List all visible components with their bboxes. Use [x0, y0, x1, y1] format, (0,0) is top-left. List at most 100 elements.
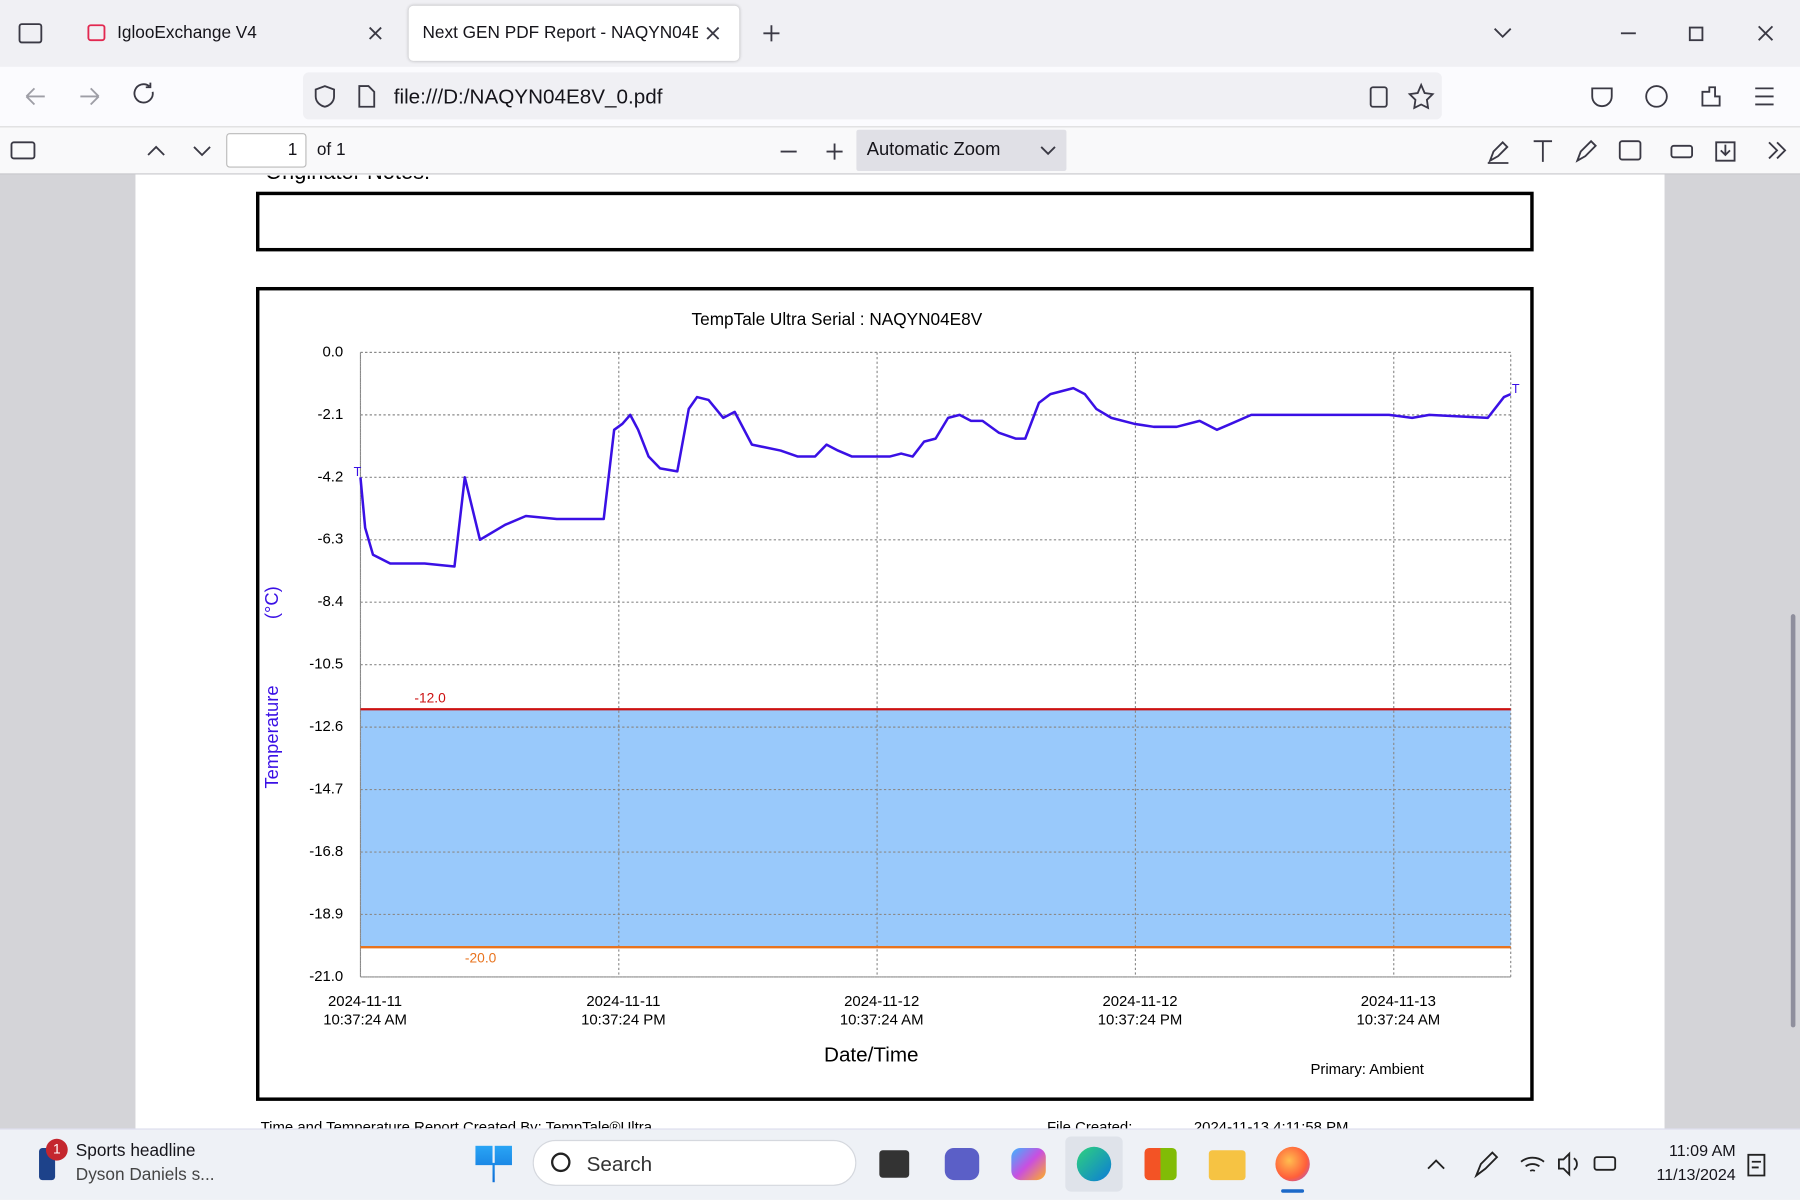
battery-icon[interactable]: [1593, 1156, 1617, 1171]
tab-overflow[interactable]: [1493, 28, 1512, 39]
threshold-band: [360, 709, 1511, 948]
save[interactable]: [1715, 141, 1736, 162]
tab-favicon: [87, 24, 106, 42]
tray-overflow[interactable]: [1427, 1159, 1445, 1170]
extensions[interactable]: [1701, 86, 1721, 107]
x-axis-label: Date/Time: [824, 1044, 919, 1067]
notes-box: [255, 191, 1534, 252]
tab-close[interactable]: [706, 26, 720, 40]
volume-icon[interactable]: [1558, 1151, 1578, 1177]
zoom-in[interactable]: [826, 143, 843, 160]
news-text[interactable]: Dyson Daniels s...: [75, 1165, 215, 1185]
news-badge: 1: [45, 1138, 68, 1161]
bookmark-star[interactable]: [1407, 82, 1435, 110]
tab-title[interactable]: IglooExchange V4: [117, 22, 257, 43]
account[interactable]: [1645, 85, 1668, 108]
zoom-label[interactable]: Automatic Zoom: [866, 140, 1001, 160]
x-tick-label: 2024-11-12 10:37:24 PM: [1098, 993, 1183, 1028]
chart-box: [255, 286, 1534, 1101]
clock-date[interactable]: 11/13/2024: [1656, 1165, 1736, 1184]
print[interactable]: [1670, 144, 1694, 159]
wifi-icon[interactable]: [1520, 1156, 1545, 1172]
y-tick-label: -16.8: [309, 843, 343, 860]
app-icon[interactable]: [1144, 1147, 1177, 1181]
url-text[interactable]: file:///D:/NAQYN04E8V_0.pdf: [393, 84, 663, 108]
x-tick-label: 2024-11-12 10:37:24 AM: [840, 993, 924, 1028]
highlight-tool[interactable]: [1487, 141, 1509, 164]
prev-page[interactable]: [147, 145, 165, 156]
page-number[interactable]: 1: [287, 140, 298, 160]
shield-icon[interactable]: [314, 85, 335, 108]
app-icon[interactable]: [1275, 1146, 1310, 1182]
app-indicator: [1281, 1189, 1305, 1193]
app-icon[interactable]: [1076, 1146, 1112, 1182]
page-icon: [358, 85, 376, 108]
temperature-line: [359, 386, 1512, 568]
x-tick-label: 2024-11-13 10:37:24 AM: [1356, 993, 1440, 1028]
search-box[interactable]: [532, 1139, 857, 1186]
y-tick-label: -4.2: [318, 468, 344, 485]
threshold-label: -20.0: [465, 950, 497, 965]
reader-view[interactable]: [1369, 86, 1388, 108]
search-icon: [551, 1152, 571, 1173]
app-icon[interactable]: [1011, 1147, 1046, 1181]
end-marker: T: [1512, 382, 1520, 396]
y-tick-label: -2.1: [318, 406, 344, 423]
app-icon[interactable]: [879, 1150, 910, 1178]
tab-close[interactable]: [368, 26, 382, 40]
news-title[interactable]: Sports headline: [75, 1141, 196, 1161]
active-tab[interactable]: [408, 5, 740, 61]
x-tick-label: 2024-11-11 10:37:24 AM: [323, 993, 407, 1028]
y-tick-label: -10.5: [309, 656, 343, 673]
app-icon[interactable]: [1208, 1150, 1246, 1181]
start-marker: T: [354, 465, 362, 479]
notifications[interactable]: [1747, 1153, 1766, 1177]
y-tick-label: -14.7: [309, 781, 343, 798]
y-tick-label: 0.0: [323, 343, 344, 360]
text-tool[interactable]: [1533, 140, 1553, 162]
zoom-chevron[interactable]: [1040, 146, 1056, 156]
pen-icon[interactable]: [1474, 1151, 1499, 1179]
taskbar: [0, 1128, 1800, 1200]
tab-list-icon[interactable]: [18, 23, 43, 44]
reload[interactable]: [133, 82, 154, 104]
y-tick-label: -18.9: [309, 905, 343, 922]
url-field[interactable]: [303, 72, 1442, 120]
restore[interactable]: [1688, 26, 1704, 42]
image-tool[interactable]: [1618, 140, 1642, 161]
y-tick-label: -6.3: [318, 531, 344, 548]
page-input[interactable]: [226, 133, 307, 168]
close[interactable]: [1758, 25, 1774, 41]
y-tick-label: -12.6: [309, 718, 343, 735]
scrollbar-thumb[interactable]: [1790, 614, 1796, 1028]
sidebar-toggle[interactable]: [10, 141, 36, 160]
y-tick-label: -21.0: [309, 968, 343, 985]
new-tab[interactable]: [763, 25, 780, 42]
chart-title: TempTale Ultra Serial : NAQYN04E8V: [692, 309, 983, 329]
x-tick-label: 2024-11-11 10:37:24 PM: [581, 993, 666, 1028]
pocket[interactable]: [1591, 87, 1613, 108]
app-icon[interactable]: [944, 1147, 980, 1181]
zoom-select[interactable]: [856, 129, 1067, 172]
y-axis-unit: (°C): [261, 586, 282, 619]
tab-title[interactable]: Next GEN PDF Report - NAQYN04E: [422, 22, 698, 43]
forward[interactable]: [80, 87, 100, 106]
back[interactable]: [25, 87, 45, 106]
draw-tool[interactable]: [1575, 139, 1597, 163]
menu[interactable]: [1755, 87, 1774, 106]
search-label[interactable]: Search: [586, 1152, 653, 1176]
page-count: of 1: [316, 140, 346, 160]
y-tick-label: -8.4: [318, 593, 344, 610]
tray-icons: [1427, 1151, 1766, 1179]
pdf-page: [135, 174, 1665, 1139]
y-axis-label: Temperature: [261, 685, 282, 788]
more-tools[interactable]: [1768, 141, 1787, 160]
threshold-label: -12.0: [414, 691, 446, 706]
notes-label: Originator Notes:: [265, 176, 430, 186]
next-page[interactable]: [193, 146, 211, 157]
chart-note: Primary: Ambient: [1310, 1061, 1424, 1078]
clock-time[interactable]: 11:09 AM: [1668, 1141, 1736, 1160]
